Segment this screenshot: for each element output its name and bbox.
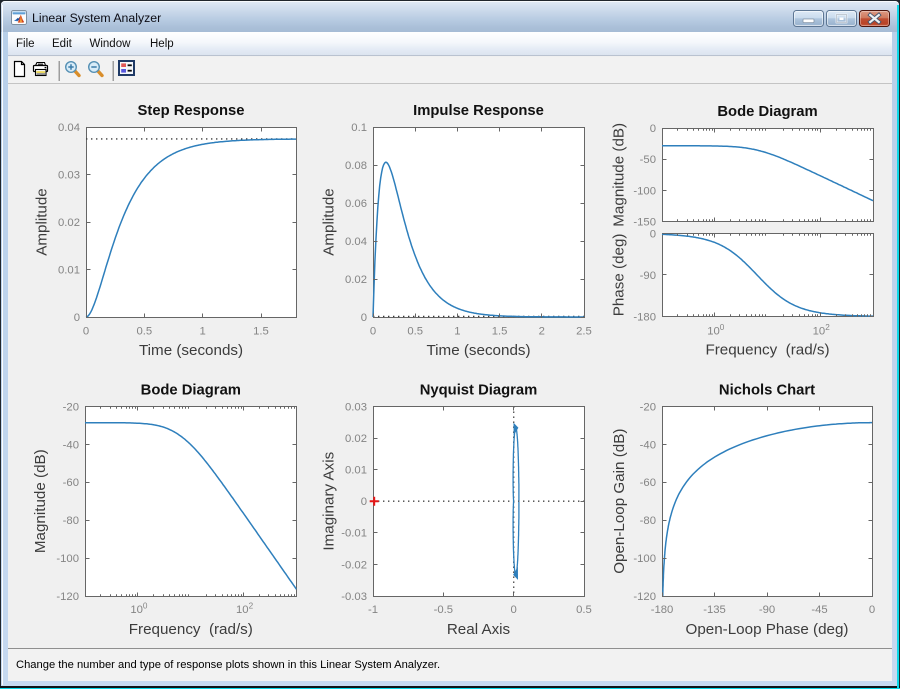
svg-text:1: 1 bbox=[454, 326, 460, 338]
svg-text:-45: -45 bbox=[811, 604, 827, 616]
svg-text:100: 100 bbox=[130, 602, 148, 617]
svg-text:-20: -20 bbox=[640, 401, 656, 413]
svg-text:Open-Loop Phase (deg): Open-Loop Phase (deg) bbox=[686, 621, 849, 638]
svg-text:-60: -60 bbox=[640, 477, 656, 489]
svg-text:-150: -150 bbox=[633, 217, 656, 229]
svg-text:0.03: 0.03 bbox=[58, 169, 80, 181]
svg-text:2.5: 2.5 bbox=[576, 326, 592, 338]
svg-text:-90: -90 bbox=[640, 270, 656, 282]
svg-text:Imaginary Axis: Imaginary Axis bbox=[321, 451, 338, 550]
svg-text:Phase (deg): Phase (deg) bbox=[611, 234, 628, 317]
svg-text:0.1: 0.1 bbox=[351, 122, 367, 134]
svg-text:0.5: 0.5 bbox=[576, 604, 592, 616]
svg-text:0.03: 0.03 bbox=[345, 401, 367, 413]
svg-text:Bode Diagram: Bode Diagram bbox=[141, 383, 241, 399]
svg-text:0.5: 0.5 bbox=[407, 326, 423, 338]
svg-text:Open-Loop Gain (dB): Open-Loop Gain (dB) bbox=[611, 429, 628, 574]
svg-text:-90: -90 bbox=[759, 604, 775, 616]
svg-text:Impulse Response: Impulse Response bbox=[413, 103, 544, 119]
svg-text:-60: -60 bbox=[63, 477, 79, 489]
svg-text:Frequency (rad/s): Frequency (rad/s) bbox=[129, 621, 253, 638]
svg-text:0.5: 0.5 bbox=[136, 326, 152, 338]
svg-text:-0.03: -0.03 bbox=[341, 591, 367, 603]
svg-text:1: 1 bbox=[200, 326, 206, 338]
svg-text:-0.01: -0.01 bbox=[341, 528, 367, 540]
svg-text:0.01: 0.01 bbox=[345, 465, 367, 477]
svg-text:Magnitude (dB): Magnitude (dB) bbox=[32, 449, 49, 553]
svg-text:0.06: 0.06 bbox=[345, 198, 367, 210]
svg-text:0.02: 0.02 bbox=[58, 217, 80, 229]
svg-text:-80: -80 bbox=[640, 515, 656, 527]
svg-text:0.04: 0.04 bbox=[345, 236, 367, 248]
svg-text:-0.02: -0.02 bbox=[341, 559, 367, 571]
svg-text:Magnitude (dB): Magnitude (dB) bbox=[611, 123, 628, 227]
svg-text:0: 0 bbox=[361, 496, 367, 508]
svg-text:-120: -120 bbox=[633, 591, 656, 603]
svg-text:-40: -40 bbox=[63, 439, 79, 451]
svg-text:-1: -1 bbox=[368, 604, 378, 616]
svg-text:1.5: 1.5 bbox=[253, 326, 269, 338]
svg-text:0: 0 bbox=[650, 123, 656, 135]
svg-text:Amplitude: Amplitude bbox=[321, 188, 338, 256]
svg-text:-100: -100 bbox=[633, 185, 656, 197]
svg-text:0: 0 bbox=[83, 326, 89, 338]
svg-text:102: 102 bbox=[236, 602, 254, 617]
svg-text:0: 0 bbox=[869, 604, 875, 616]
svg-text:-180: -180 bbox=[633, 311, 656, 323]
svg-text:Step Response: Step Response bbox=[138, 103, 245, 119]
svg-text:-50: -50 bbox=[640, 154, 656, 166]
svg-text:-80: -80 bbox=[63, 515, 79, 527]
svg-text:0.04: 0.04 bbox=[58, 122, 80, 134]
svg-text:Time (seconds): Time (seconds) bbox=[139, 342, 243, 359]
svg-text:100: 100 bbox=[707, 323, 725, 338]
svg-text:-20: -20 bbox=[63, 401, 79, 413]
svg-text:-135: -135 bbox=[703, 604, 726, 616]
svg-text:0.01: 0.01 bbox=[58, 264, 80, 276]
svg-text:-120: -120 bbox=[56, 591, 79, 603]
svg-text:Real Axis: Real Axis bbox=[447, 621, 511, 638]
svg-text:0: 0 bbox=[650, 228, 656, 240]
svg-text:0: 0 bbox=[361, 312, 367, 324]
svg-text:-100: -100 bbox=[56, 553, 79, 565]
svg-text:0: 0 bbox=[74, 312, 80, 324]
svg-text:Nichols Chart: Nichols Chart bbox=[719, 383, 815, 399]
svg-text:0: 0 bbox=[370, 326, 376, 338]
svg-text:Frequency (rad/s): Frequency (rad/s) bbox=[705, 342, 829, 359]
svg-text:-40: -40 bbox=[640, 439, 656, 451]
svg-text:-100: -100 bbox=[633, 553, 656, 565]
svg-text:1.5: 1.5 bbox=[492, 326, 508, 338]
svg-text:102: 102 bbox=[813, 323, 831, 338]
svg-text:-180: -180 bbox=[651, 604, 674, 616]
svg-text:0.02: 0.02 bbox=[345, 433, 367, 445]
svg-text:Bode Diagram: Bode Diagram bbox=[717, 104, 817, 120]
svg-text:Nyquist Diagram: Nyquist Diagram bbox=[420, 383, 538, 399]
svg-text:Amplitude: Amplitude bbox=[34, 188, 51, 256]
svg-text:Time (seconds): Time (seconds) bbox=[426, 342, 530, 359]
svg-text:0.02: 0.02 bbox=[345, 274, 367, 286]
svg-text:2: 2 bbox=[539, 326, 545, 338]
svg-text:-0.5: -0.5 bbox=[434, 604, 453, 616]
svg-text:0: 0 bbox=[511, 604, 517, 616]
svg-text:0.08: 0.08 bbox=[345, 160, 367, 172]
